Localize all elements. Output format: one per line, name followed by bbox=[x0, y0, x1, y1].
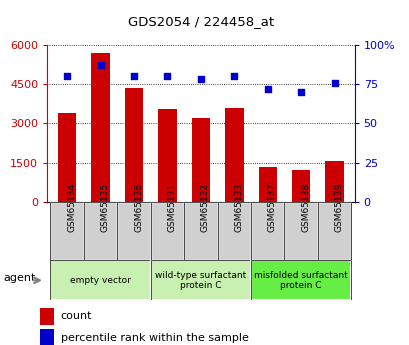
Bar bbox=[250, 260, 351, 300]
Bar bbox=[284, 202, 317, 260]
Bar bbox=[50, 260, 151, 300]
Text: misfolded surfactant
protein C: misfolded surfactant protein C bbox=[254, 270, 347, 290]
Bar bbox=[217, 202, 250, 260]
Text: agent: agent bbox=[4, 273, 36, 283]
Text: GSM65131: GSM65131 bbox=[167, 183, 176, 232]
Point bbox=[97, 62, 103, 68]
Text: GSM65134: GSM65134 bbox=[67, 183, 76, 232]
Bar bbox=[317, 202, 351, 260]
Text: GSM65139: GSM65139 bbox=[334, 183, 343, 232]
Bar bbox=[317, 202, 351, 260]
Bar bbox=[40, 329, 54, 345]
Bar bbox=[117, 202, 151, 260]
Bar bbox=[184, 202, 217, 260]
Bar bbox=[158, 109, 176, 202]
Point bbox=[297, 89, 304, 95]
Bar bbox=[217, 202, 250, 260]
Bar bbox=[50, 202, 84, 260]
Bar bbox=[58, 113, 76, 202]
Bar bbox=[291, 170, 310, 202]
Bar bbox=[40, 308, 54, 325]
Bar bbox=[225, 108, 243, 202]
Bar bbox=[151, 260, 250, 300]
Point bbox=[130, 73, 137, 79]
Point bbox=[231, 73, 237, 79]
Point bbox=[197, 77, 204, 82]
Bar bbox=[250, 202, 284, 260]
Bar bbox=[91, 53, 110, 202]
Point bbox=[264, 86, 270, 91]
Bar bbox=[117, 202, 151, 260]
Text: count: count bbox=[61, 311, 92, 321]
Text: GSM65138: GSM65138 bbox=[301, 183, 310, 232]
Text: GSM65133: GSM65133 bbox=[234, 183, 243, 232]
Bar bbox=[50, 260, 151, 300]
Text: percentile rank within the sample: percentile rank within the sample bbox=[61, 333, 248, 343]
Text: GSM65136: GSM65136 bbox=[134, 183, 143, 232]
Bar bbox=[258, 167, 276, 202]
Text: GSM65137: GSM65137 bbox=[267, 183, 276, 232]
Point bbox=[164, 73, 170, 79]
Bar bbox=[325, 161, 343, 202]
Bar bbox=[125, 88, 143, 202]
Bar bbox=[151, 202, 184, 260]
Text: GDS2054 / 224458_at: GDS2054 / 224458_at bbox=[128, 16, 273, 29]
Text: GSM65135: GSM65135 bbox=[100, 183, 109, 232]
Bar bbox=[250, 260, 351, 300]
Text: GSM65132: GSM65132 bbox=[200, 183, 209, 232]
Text: empty vector: empty vector bbox=[70, 276, 131, 285]
Point bbox=[330, 80, 337, 85]
Bar bbox=[284, 202, 317, 260]
Bar bbox=[184, 202, 217, 260]
Bar bbox=[50, 202, 84, 260]
Point bbox=[64, 73, 70, 79]
Bar bbox=[250, 202, 284, 260]
Bar bbox=[191, 118, 209, 202]
Bar bbox=[84, 202, 117, 260]
Bar bbox=[84, 202, 117, 260]
Bar bbox=[151, 202, 184, 260]
Bar bbox=[151, 260, 250, 300]
Text: wild-type surfactant
protein C: wild-type surfactant protein C bbox=[155, 270, 246, 290]
